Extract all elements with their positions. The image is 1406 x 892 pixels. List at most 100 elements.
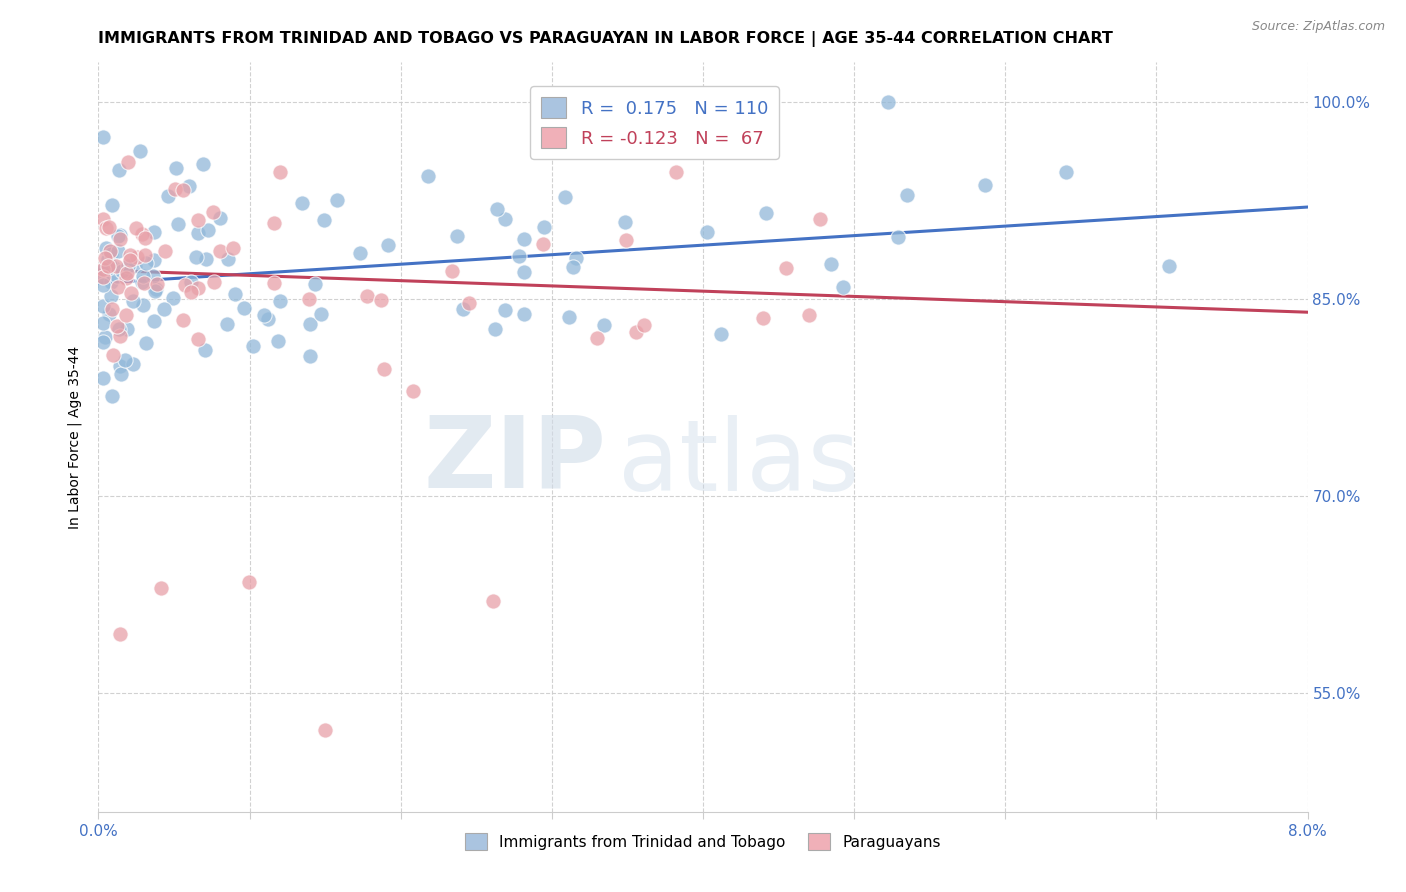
Point: [755, 206, 778, 220]
Point: [512, 265, 534, 279]
Point: [533, 220, 555, 235]
Point: [269, 165, 291, 179]
Point: [114, 270, 136, 285]
Point: [167, 217, 190, 231]
Point: [418, 169, 440, 184]
Point: [191, 157, 214, 171]
Point: [98, 244, 121, 258]
Point: [253, 308, 276, 322]
Point: [110, 359, 132, 373]
Point: [562, 260, 585, 274]
Point: [105, 318, 128, 333]
Point: [107, 280, 129, 294]
Point: [633, 318, 655, 332]
Point: [614, 214, 637, 228]
Point: [110, 329, 132, 343]
Point: [104, 259, 127, 273]
Point: [973, 178, 995, 193]
Point: [208, 244, 231, 258]
Point: [797, 308, 820, 322]
Point: [267, 334, 290, 348]
Point: [299, 350, 322, 364]
Point: [114, 352, 136, 367]
Point: [94, 220, 117, 235]
Point: [508, 249, 530, 263]
Point: [145, 282, 167, 296]
Point: [91, 371, 114, 385]
Point: [114, 308, 136, 322]
Point: [441, 264, 464, 278]
Point: [125, 221, 148, 235]
Point: [105, 269, 128, 284]
Point: [91, 261, 114, 276]
Point: [180, 285, 202, 300]
Point: [696, 225, 718, 239]
Point: [157, 189, 180, 203]
Point: [98, 219, 121, 234]
Point: [349, 246, 371, 260]
Point: [93, 329, 115, 343]
Point: [91, 299, 114, 313]
Point: [107, 228, 129, 243]
Point: [142, 253, 165, 268]
Point: [484, 322, 506, 336]
Point: [565, 251, 588, 265]
Point: [486, 202, 509, 217]
Text: Source: ZipAtlas.com: Source: ZipAtlas.com: [1251, 20, 1385, 33]
Point: [98, 258, 121, 272]
Point: [457, 295, 479, 310]
Point: [446, 229, 468, 244]
Point: [131, 227, 153, 242]
Point: [100, 247, 122, 261]
Point: [377, 237, 399, 252]
Point: [512, 307, 534, 321]
Point: [187, 281, 209, 295]
Point: [163, 182, 186, 196]
Point: [513, 232, 536, 246]
Point: [531, 236, 554, 251]
Point: [1159, 259, 1181, 273]
Point: [108, 322, 131, 336]
Point: [96, 252, 118, 266]
Point: [831, 280, 853, 294]
Point: [291, 195, 314, 210]
Point: [876, 95, 898, 109]
Point: [808, 211, 831, 226]
Point: [222, 241, 245, 255]
Point: [232, 301, 254, 315]
Point: [91, 211, 114, 226]
Point: [96, 241, 118, 255]
Point: [93, 262, 115, 277]
Point: [201, 205, 224, 219]
Point: [356, 289, 378, 303]
Point: [108, 163, 131, 178]
Point: [149, 581, 172, 595]
Point: [775, 261, 797, 276]
Point: [91, 278, 114, 293]
Point: [665, 165, 688, 179]
Point: [215, 317, 238, 331]
Point: [197, 223, 219, 237]
Point: [115, 322, 138, 336]
Point: [100, 289, 122, 303]
Point: [127, 250, 149, 264]
Point: [97, 259, 120, 273]
Point: [101, 260, 124, 274]
Point: [312, 213, 335, 227]
Text: IMMIGRANTS FROM TRINIDAD AND TOBAGO VS PARAGUAYAN IN LABOR FORCE | AGE 35-44 COR: IMMIGRANTS FROM TRINIDAD AND TOBAGO VS P…: [98, 31, 1114, 47]
Point: [124, 259, 146, 273]
Point: [117, 154, 139, 169]
Point: [115, 264, 138, 278]
Point: [153, 244, 176, 258]
Point: [94, 251, 117, 265]
Point: [110, 228, 132, 243]
Point: [110, 367, 132, 381]
Point: [97, 307, 120, 321]
Point: [97, 245, 120, 260]
Point: [91, 316, 114, 330]
Point: [172, 183, 194, 197]
Point: [143, 284, 166, 298]
Point: [494, 303, 516, 318]
Point: [166, 161, 188, 175]
Point: [153, 301, 176, 316]
